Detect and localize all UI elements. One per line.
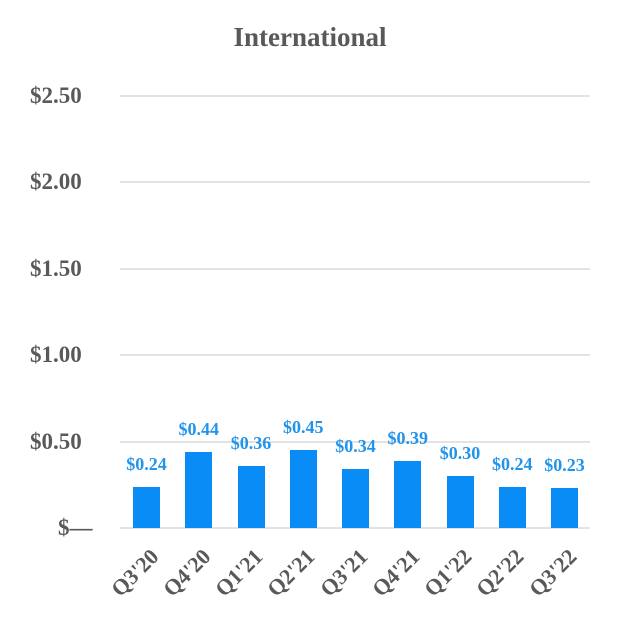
data-label: $0.36 <box>230 432 272 453</box>
bar <box>551 488 578 528</box>
data-label: $0.24 <box>492 453 533 474</box>
data-label: $0.45 <box>283 417 324 438</box>
data-label: $0.44 <box>178 418 220 439</box>
data-label: $0.39 <box>387 427 429 448</box>
bar <box>289 450 317 528</box>
bar <box>446 476 474 528</box>
y-tick-label: $1.50 <box>30 255 82 281</box>
gridline <box>120 267 590 270</box>
y-tick-label: $2.50 <box>30 83 82 108</box>
bar <box>342 469 369 528</box>
gridline <box>120 527 590 529</box>
y-tick-label: $1.00 <box>30 342 82 368</box>
bar <box>237 465 265 528</box>
bar <box>133 486 160 528</box>
y-tick-label: $0.50 <box>30 428 82 454</box>
bar <box>394 460 422 528</box>
y-tick-label: $2.00 <box>30 169 82 195</box>
gridline <box>120 354 590 357</box>
gridline <box>120 95 590 97</box>
data-label: $0.34 <box>335 436 376 457</box>
bar <box>185 451 213 528</box>
gridline <box>120 181 590 184</box>
gridline <box>120 440 590 443</box>
bar <box>498 486 526 528</box>
data-label: $0.24 <box>126 453 167 474</box>
data-label: $0.23 <box>544 455 585 476</box>
data-label: $0.30 <box>439 443 481 464</box>
y-tick-label: $— <box>58 515 93 540</box>
chart-title: International <box>233 22 387 52</box>
